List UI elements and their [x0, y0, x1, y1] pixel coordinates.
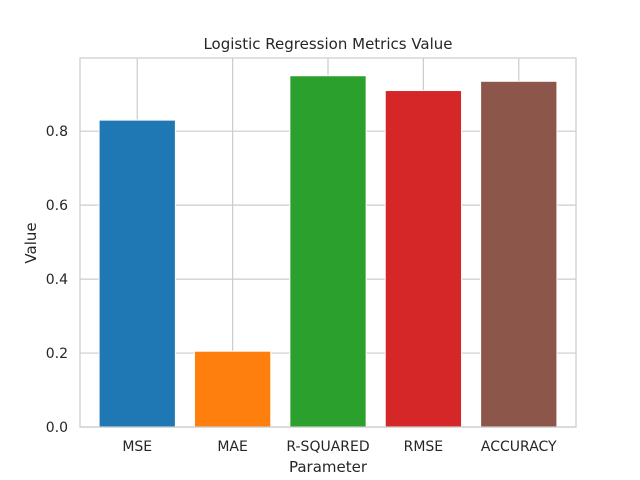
bar-accuracy — [480, 80, 558, 428]
x-tick-label: R-SQUARED — [286, 439, 369, 455]
bar-rmse — [384, 90, 463, 428]
x-axis-title: Parameter — [289, 458, 368, 476]
bars — [98, 75, 558, 428]
y-tick-label: 0.0 — [46, 420, 68, 436]
chart-title: Logistic Regression Metrics Value — [203, 35, 452, 53]
y-tick-labels: 0.0 0.2 0.4 0.6 0.8 — [46, 124, 68, 436]
plot-frame — [79, 57, 577, 428]
y-tick-label: 0.6 — [46, 198, 68, 214]
y-tick-label: 0.8 — [46, 124, 68, 140]
bar-mse — [98, 119, 176, 428]
y-tick-label: 0.2 — [46, 346, 68, 362]
bar-mae — [193, 350, 272, 428]
x-tick-label: ACCURACY — [481, 439, 557, 455]
x-tick-label: MAE — [217, 439, 248, 455]
bar-r-squared — [289, 75, 367, 428]
x-tick-label: RMSE — [404, 439, 444, 455]
y-tick-label: 0.4 — [46, 272, 68, 288]
x-tick-label: MSE — [122, 439, 152, 455]
y-axis-title: Value — [22, 222, 40, 263]
x-tick-labels: MSE MAE R-SQUARED RMSE ACCURACY — [122, 439, 557, 455]
